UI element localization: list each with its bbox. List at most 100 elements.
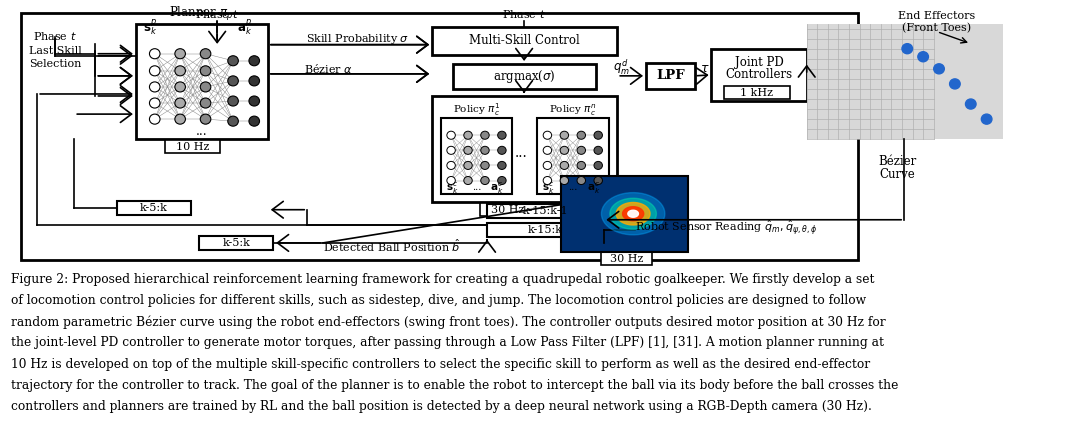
- Circle shape: [200, 82, 211, 92]
- Circle shape: [481, 146, 489, 154]
- FancyBboxPatch shape: [117, 200, 191, 215]
- Text: k-5:k: k-5:k: [222, 238, 251, 248]
- Circle shape: [228, 116, 239, 126]
- Circle shape: [594, 146, 603, 154]
- Text: trajectory for the controller to track. The goal of the planner is to enable the: trajectory for the controller to track. …: [11, 379, 899, 392]
- Circle shape: [447, 176, 456, 184]
- Circle shape: [149, 98, 160, 108]
- Circle shape: [149, 49, 160, 59]
- Circle shape: [200, 98, 211, 108]
- Circle shape: [200, 114, 211, 124]
- Circle shape: [228, 56, 239, 66]
- Circle shape: [577, 131, 585, 139]
- Text: Selection: Selection: [29, 59, 81, 69]
- Circle shape: [543, 161, 552, 170]
- Circle shape: [594, 176, 603, 184]
- Text: Policy $\pi^1_c$: Policy $\pi^1_c$: [453, 102, 500, 119]
- Text: random parametric Bézier curve using the robot end-effectors (swing front toes).: random parametric Bézier curve using the…: [11, 315, 886, 329]
- Text: Joint PD: Joint PD: [734, 56, 783, 69]
- Circle shape: [175, 49, 186, 59]
- Text: $\mathbf{s}^c_k$: $\mathbf{s}^c_k$: [542, 181, 555, 196]
- FancyBboxPatch shape: [22, 14, 858, 260]
- Text: Last Skill: Last Skill: [29, 46, 82, 56]
- Text: $\mathbf{a}^p_k$: $\mathbf{a}^p_k$: [238, 18, 253, 38]
- Text: the joint-level PD controller to generate motor torques, after passing through a: the joint-level PD controller to generat…: [11, 336, 883, 349]
- Circle shape: [481, 161, 489, 170]
- Circle shape: [966, 99, 976, 109]
- Circle shape: [200, 66, 211, 76]
- Circle shape: [463, 161, 472, 170]
- Circle shape: [248, 76, 259, 86]
- Circle shape: [498, 131, 507, 139]
- Text: $\mathbf{a}^c_k$: $\mathbf{a}^c_k$: [490, 181, 504, 196]
- Text: k-15:k: k-15:k: [528, 225, 563, 235]
- Polygon shape: [602, 192, 665, 235]
- Polygon shape: [610, 198, 657, 229]
- Text: Robot Sensor Reading $\hat{q}_m,\hat{q}_{\psi,\theta,\phi}$: Robot Sensor Reading $\hat{q}_m,\hat{q}_…: [635, 219, 818, 237]
- Circle shape: [248, 116, 259, 126]
- Circle shape: [248, 96, 259, 106]
- Circle shape: [982, 114, 991, 124]
- Circle shape: [934, 64, 944, 74]
- Circle shape: [918, 52, 929, 62]
- Circle shape: [902, 43, 913, 54]
- Text: 10 Hz is developed on top of the multiple skill-specific controllers to select t: 10 Hz is developed on top of the multipl…: [11, 357, 869, 371]
- FancyBboxPatch shape: [165, 140, 220, 153]
- Circle shape: [447, 146, 456, 154]
- Circle shape: [175, 98, 186, 108]
- FancyBboxPatch shape: [487, 204, 604, 218]
- Polygon shape: [617, 203, 650, 225]
- Circle shape: [481, 131, 489, 139]
- Text: k-5:k: k-5:k: [139, 203, 167, 213]
- Circle shape: [175, 66, 186, 76]
- Circle shape: [149, 66, 160, 76]
- Text: $\mathbf{s}^c_k$: $\mathbf{s}^c_k$: [446, 181, 459, 196]
- Circle shape: [498, 161, 507, 170]
- FancyBboxPatch shape: [712, 49, 807, 101]
- Text: Multi-Skill Control: Multi-Skill Control: [469, 34, 580, 47]
- Text: (Front Toes): (Front Toes): [902, 23, 972, 34]
- FancyBboxPatch shape: [199, 236, 273, 250]
- Circle shape: [561, 176, 568, 184]
- Text: of locomotion control policies for different skills, such as sidestep, dive, and: of locomotion control policies for diffe…: [11, 294, 866, 307]
- FancyBboxPatch shape: [602, 252, 652, 265]
- Circle shape: [175, 114, 186, 124]
- Circle shape: [543, 131, 552, 139]
- Circle shape: [447, 161, 456, 170]
- FancyBboxPatch shape: [646, 63, 694, 89]
- FancyBboxPatch shape: [562, 176, 688, 252]
- Circle shape: [228, 96, 239, 106]
- FancyBboxPatch shape: [136, 24, 268, 139]
- Circle shape: [594, 161, 603, 170]
- Text: $\tau$: $\tau$: [700, 62, 710, 75]
- Polygon shape: [622, 207, 644, 221]
- Text: Policy $\pi^n_c$: Policy $\pi^n_c$: [549, 103, 596, 118]
- Circle shape: [561, 146, 568, 154]
- Text: Detected Ball Position $\hat{b}$: Detected Ball Position $\hat{b}$: [323, 238, 460, 254]
- Circle shape: [543, 146, 552, 154]
- FancyBboxPatch shape: [487, 223, 604, 237]
- Text: $\mathbf{a}^c_k$: $\mathbf{a}^c_k$: [586, 181, 600, 196]
- FancyBboxPatch shape: [432, 27, 618, 55]
- Text: Figure 2: Proposed hierarchical reinforcement learning framework for creating a : Figure 2: Proposed hierarchical reinforc…: [11, 273, 875, 286]
- Circle shape: [463, 131, 472, 139]
- Circle shape: [463, 176, 472, 184]
- Text: 1 kHz: 1 kHz: [741, 88, 773, 98]
- Text: ...: ...: [472, 183, 482, 192]
- Text: $\mathbf{s}^p_k$: $\mathbf{s}^p_k$: [144, 18, 158, 38]
- Circle shape: [498, 176, 507, 184]
- Circle shape: [949, 79, 960, 89]
- Text: LPF: LPF: [656, 69, 685, 82]
- Polygon shape: [627, 210, 638, 217]
- Text: argmax($\sigma$): argmax($\sigma$): [492, 68, 555, 85]
- Circle shape: [228, 76, 239, 86]
- Circle shape: [149, 114, 160, 124]
- Text: Phase $t$: Phase $t$: [502, 8, 546, 21]
- Text: 10 Hz: 10 Hz: [176, 142, 210, 152]
- Text: Phase $t$: Phase $t$: [33, 30, 77, 42]
- FancyBboxPatch shape: [454, 64, 596, 89]
- Text: Controllers: Controllers: [726, 68, 793, 81]
- Text: ...: ...: [568, 183, 578, 192]
- FancyBboxPatch shape: [432, 96, 618, 202]
- FancyBboxPatch shape: [480, 203, 535, 216]
